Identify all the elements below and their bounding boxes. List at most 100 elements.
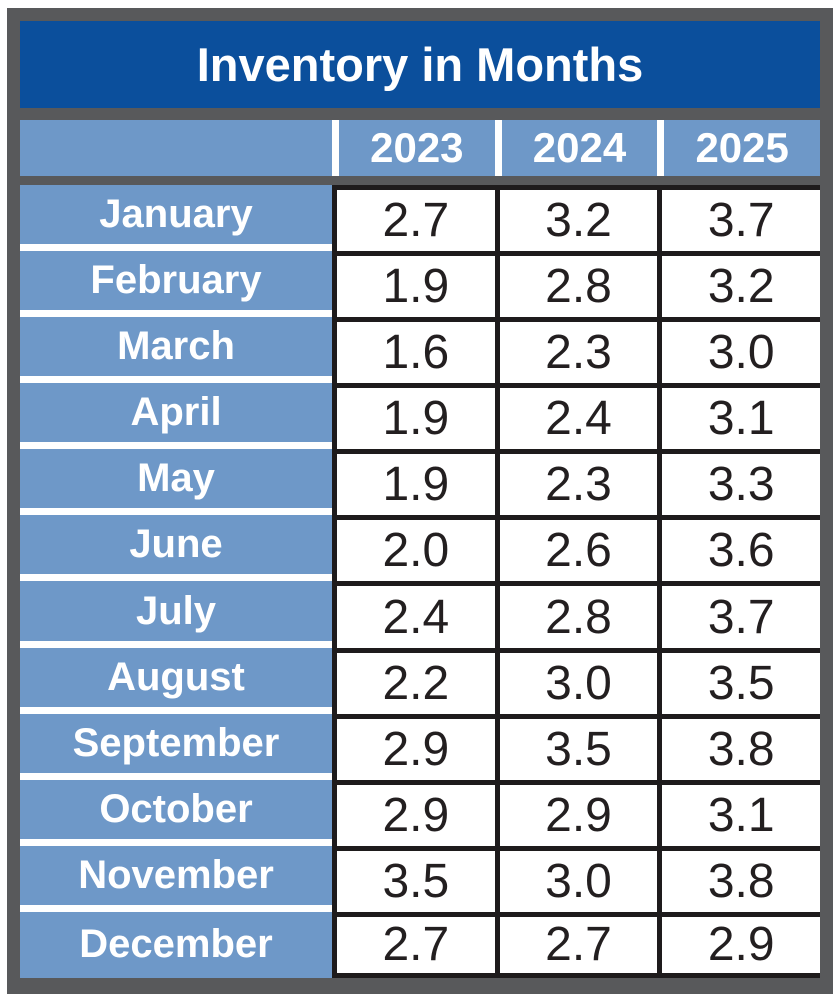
value-cell: 2.2 <box>332 647 495 714</box>
value-text: 3.3 <box>707 458 775 512</box>
value-text: 2.9 <box>382 722 450 776</box>
month-label-cell: February <box>20 251 332 318</box>
month-label: July <box>135 588 217 633</box>
month-label: March <box>117 324 235 369</box>
title-header-divider <box>20 108 820 120</box>
table-frame: Inventory in Months 2023 2024 2025 Janua… <box>7 8 833 994</box>
value-cell: 3.5 <box>657 647 821 714</box>
year-header-2024: 2024 <box>494 120 658 176</box>
value-cell: 3.6 <box>657 515 821 582</box>
month-label-cell: October <box>20 779 332 846</box>
value-text: 2.7 <box>382 194 450 248</box>
value-cell: 2.0 <box>332 515 495 582</box>
month-label-cell: November <box>20 845 332 912</box>
value-text: 1.9 <box>382 392 450 446</box>
table-body: January 2.7 3.2 3.7 February 1.9 2.8 3.2… <box>20 185 821 978</box>
value-text: 2.3 <box>545 326 612 380</box>
value-cell: 2.9 <box>332 713 495 780</box>
month-label: November <box>78 852 274 897</box>
value-text: 3.0 <box>545 854 612 908</box>
value-text: 3.8 <box>707 854 775 908</box>
month-label-cell: April <box>20 383 332 450</box>
month-label: May <box>137 456 215 501</box>
month-label: February <box>90 258 262 303</box>
value-text: 3.2 <box>545 194 612 248</box>
month-label-cell: September <box>20 713 332 780</box>
table-row: February 1.9 2.8 3.2 <box>20 251 821 318</box>
table-row: May 1.9 2.3 3.3 <box>20 449 821 516</box>
table-row: December 2.7 2.7 2.9 <box>20 911 821 978</box>
value-text: 3.7 <box>707 194 775 248</box>
value-cell: 1.6 <box>332 317 495 384</box>
value-cell: 2.7 <box>332 185 495 252</box>
value-text: 3.5 <box>382 854 450 908</box>
value-cell: 3.0 <box>657 317 821 384</box>
value-text: 2.8 <box>545 590 612 644</box>
month-label: June <box>129 522 223 567</box>
value-cell: 1.9 <box>332 383 495 450</box>
month-label-cell: June <box>20 515 332 582</box>
value-cell: 2.7 <box>494 911 658 978</box>
value-cell: 1.9 <box>332 251 495 318</box>
value-cell: 1.9 <box>332 449 495 516</box>
value-cell: 3.2 <box>494 185 658 252</box>
value-text: 3.2 <box>707 260 775 314</box>
month-label: August <box>107 654 245 699</box>
month-label-cell: May <box>20 449 332 516</box>
value-cell: 2.4 <box>494 383 658 450</box>
value-cell: 3.8 <box>657 713 821 780</box>
value-cell: 3.5 <box>494 713 658 780</box>
value-text: 1.9 <box>382 260 450 314</box>
value-cell: 3.5 <box>332 845 495 912</box>
value-cell: 3.0 <box>494 845 658 912</box>
value-cell: 2.7 <box>332 911 495 978</box>
value-cell: 2.9 <box>494 779 658 846</box>
value-text: 3.0 <box>707 326 775 380</box>
value-cell: 3.0 <box>494 647 658 714</box>
value-cell: 3.1 <box>657 779 821 846</box>
value-text: 2.2 <box>382 656 450 710</box>
month-label: September <box>72 720 280 765</box>
value-text: 3.5 <box>545 722 612 776</box>
month-label-cell: December <box>20 911 332 978</box>
value-cell: 3.3 <box>657 449 821 516</box>
value-text: 2.4 <box>545 392 612 446</box>
table-row: June 2.0 2.6 3.6 <box>20 515 821 582</box>
table-row: March 1.6 2.3 3.0 <box>20 317 821 384</box>
value-cell: 2.9 <box>657 911 821 978</box>
value-cell: 3.7 <box>657 185 821 252</box>
month-label-cell: August <box>20 647 332 714</box>
value-cell: 2.8 <box>494 581 658 648</box>
value-text: 3.1 <box>707 788 775 842</box>
table-row: August 2.2 3.0 3.5 <box>20 647 821 714</box>
value-cell: 2.6 <box>494 515 658 582</box>
table-row: January 2.7 3.2 3.7 <box>20 185 821 252</box>
value-cell: 2.3 <box>494 449 658 516</box>
value-text: 2.8 <box>545 260 612 314</box>
value-cell: 2.3 <box>494 317 658 384</box>
table-row: April 1.9 2.4 3.1 <box>20 383 821 450</box>
value-cell: 3.2 <box>657 251 821 318</box>
value-text: 2.9 <box>545 788 612 842</box>
value-text: 2.7 <box>545 918 612 972</box>
month-label: January <box>99 192 253 237</box>
month-label: December <box>79 922 273 967</box>
value-text: 3.5 <box>707 656 775 710</box>
value-cell: 2.8 <box>494 251 658 318</box>
header-spacer-cell <box>20 120 332 176</box>
value-text: 3.8 <box>707 722 775 776</box>
table-row: September 2.9 3.5 3.8 <box>20 713 821 780</box>
year-label: 2025 <box>695 124 789 171</box>
value-text: 2.3 <box>545 458 612 512</box>
value-text: 2.9 <box>382 788 450 842</box>
value-cell: 3.7 <box>657 581 821 648</box>
year-header-2025: 2025 <box>657 120 821 176</box>
month-label: April <box>130 390 222 435</box>
value-text: 2.6 <box>545 524 612 578</box>
month-label-cell: March <box>20 317 332 384</box>
value-text: 1.6 <box>382 326 450 380</box>
value-cell: 2.4 <box>332 581 495 648</box>
table-row: November 3.5 3.0 3.8 <box>20 845 821 912</box>
year-label: 2023 <box>370 124 464 171</box>
value-text: 1.9 <box>382 458 450 512</box>
